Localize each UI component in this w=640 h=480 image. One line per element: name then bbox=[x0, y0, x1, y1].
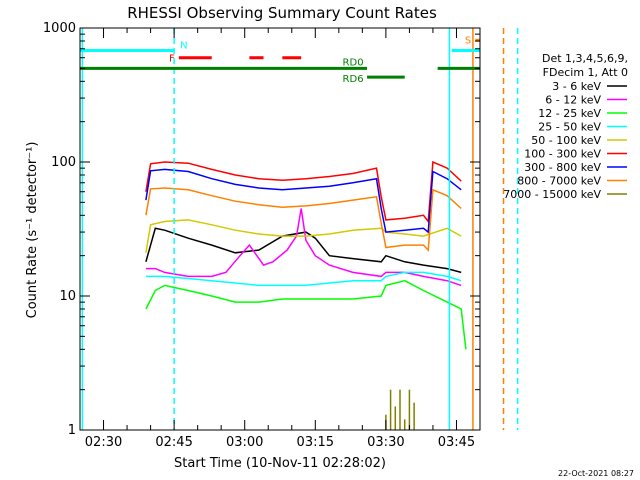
y-tick-label: 1000 bbox=[43, 21, 76, 36]
y-tick-label: 100 bbox=[51, 155, 76, 170]
x-tick-label: 02:30 bbox=[85, 435, 122, 450]
annotation-label: S bbox=[465, 35, 471, 46]
series-line bbox=[145, 271, 462, 287]
legend-entry: 3 - 6 keV bbox=[552, 80, 601, 93]
legend-header: FDecim 1, Att 0 bbox=[543, 66, 628, 79]
axis-layer: 1 10 100 1000 02:30 02:45 03:00 03:15 03:30 03:45 bbox=[43, 21, 481, 450]
y-tick-label: 1 bbox=[68, 423, 76, 438]
x-tick-label: 03:30 bbox=[367, 435, 404, 450]
legend-entry: 50 - 100 keV bbox=[531, 134, 601, 147]
legend-entry: 6 - 12 keV bbox=[545, 94, 601, 107]
x-tick-label: 03:15 bbox=[297, 435, 334, 450]
y-tick-label: 10 bbox=[59, 289, 76, 304]
legend: Det 1,3,4,5,6,9,FDecim 1, Att 03 - 6 keV… bbox=[503, 52, 628, 201]
plot-frame bbox=[79, 27, 481, 431]
x-tick-label: 02:45 bbox=[155, 435, 192, 450]
series-line bbox=[145, 208, 462, 287]
timestamp: 22-Oct-2021 08:27 bbox=[558, 469, 634, 478]
legend-entry: 12 - 25 keV bbox=[538, 107, 601, 120]
legend-entry: 300 - 800 keV bbox=[524, 161, 601, 174]
chart-title: RHESSI Observing Summary Count Rates bbox=[127, 4, 437, 22]
series-line bbox=[145, 219, 462, 253]
series-line bbox=[145, 279, 467, 350]
x-tick-label: 03:00 bbox=[226, 435, 263, 450]
x-axis-label: Start Time (10-Nov-11 02:28:02) bbox=[174, 456, 386, 471]
x-tick-label: 03:45 bbox=[438, 435, 475, 450]
legend-entry: 100 - 300 keV bbox=[524, 148, 601, 161]
annotation-label: N bbox=[180, 40, 187, 51]
annotation-label: RD0 bbox=[343, 57, 364, 68]
y-axis-label: Count Rate (s⁻¹ detector⁻¹) bbox=[25, 142, 40, 319]
data-layer bbox=[145, 160, 467, 430]
legend-entry: 800 - 7000 keV bbox=[517, 175, 601, 188]
annotation-label: RD6 bbox=[343, 74, 364, 85]
legend-entry: 25 - 50 keV bbox=[538, 121, 601, 134]
series-line bbox=[145, 187, 462, 252]
series-line bbox=[145, 160, 462, 224]
legend-entry: 7000 - 15000 keV bbox=[503, 188, 601, 201]
annotation-layer: NF RD0 RD6 S bbox=[80, 28, 519, 430]
series-line bbox=[145, 168, 462, 234]
legend-header: Det 1,3,4,5,6,9, bbox=[542, 52, 628, 65]
annotation-label: F bbox=[169, 54, 175, 65]
